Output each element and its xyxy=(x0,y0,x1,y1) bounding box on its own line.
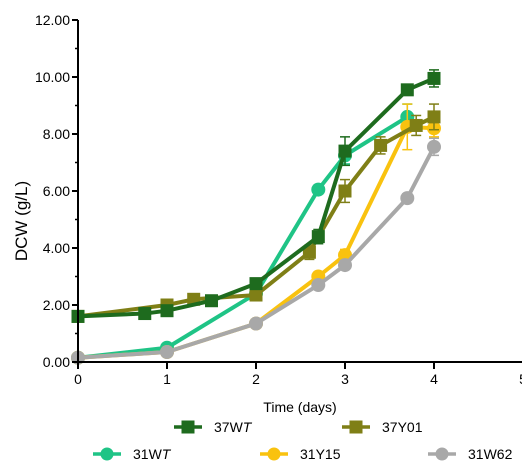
data-point xyxy=(249,288,263,302)
y-tick-label: 2.00 xyxy=(43,297,70,313)
legend-label: 37Y01 xyxy=(382,419,423,435)
data-point xyxy=(400,191,415,206)
legend-marker xyxy=(181,420,195,434)
legend-label: 31Y15 xyxy=(300,446,341,462)
chart-marks xyxy=(71,69,441,365)
series-31WT xyxy=(71,103,415,365)
x-tick-label: 3 xyxy=(341,371,349,387)
data-point xyxy=(427,71,441,85)
x-tick-label: 2 xyxy=(252,371,260,387)
data-point xyxy=(302,245,316,259)
series-31W62 xyxy=(71,137,441,365)
legend-marker xyxy=(435,447,449,461)
x-axis-label: Time (days) xyxy=(263,399,336,415)
chart-axes: 0.00 2.00 4.00 6.00 8.00 10.00 12.00 0 1 2 3 4 5 xyxy=(35,12,522,387)
data-point xyxy=(160,345,174,360)
y-tick-label: 4.00 xyxy=(43,240,70,256)
series-line xyxy=(77,115,409,360)
data-point xyxy=(160,304,174,318)
legend-item-31W62: 31W62 xyxy=(428,446,513,462)
legend-label: 37WT xyxy=(214,419,253,435)
data-point xyxy=(338,144,352,158)
data-point xyxy=(249,277,263,291)
data-point xyxy=(338,184,352,198)
legend-marker xyxy=(100,447,114,461)
data-point xyxy=(427,110,441,124)
legend-marker xyxy=(267,447,281,461)
x-tick-label: 5 xyxy=(519,371,522,387)
data-point xyxy=(138,307,152,321)
data-point xyxy=(311,278,326,293)
legend-item-37WT: 37WT xyxy=(174,419,253,435)
data-point xyxy=(311,230,325,244)
legend-item-37Y01: 37Y01 xyxy=(342,419,423,435)
legend-label: 31W62 xyxy=(468,446,513,462)
y-tick-label: 8.00 xyxy=(43,126,70,142)
legend-item-31Y15: 31Y15 xyxy=(260,446,341,462)
legend-item-31WT: 31WT xyxy=(93,446,172,462)
y-axis-label: DCW (g/L) xyxy=(12,181,31,261)
data-point xyxy=(311,182,326,197)
x-tick-label: 4 xyxy=(430,371,438,387)
legend-label: 31WT xyxy=(133,446,172,462)
x-tick-label: 0 xyxy=(74,371,82,387)
data-point xyxy=(374,138,388,152)
data-point xyxy=(205,294,218,308)
data-point xyxy=(338,258,352,273)
y-tick-label: 12.00 xyxy=(35,12,70,28)
y-tick-label: 6.00 xyxy=(43,183,70,199)
data-point xyxy=(409,118,423,132)
legend: 37WT 37Y01 31WT 31Y15 31W62 xyxy=(93,419,513,462)
data-point xyxy=(249,316,263,331)
x-tick-label: 1 xyxy=(163,371,171,387)
series-37WT xyxy=(71,69,441,323)
y-tick-label: 10.00 xyxy=(35,69,70,85)
legend-marker xyxy=(349,420,363,434)
data-point xyxy=(427,139,441,154)
data-point xyxy=(400,83,414,97)
series-37Y01 xyxy=(71,103,441,323)
y-tick-label: 0.00 xyxy=(43,354,70,370)
